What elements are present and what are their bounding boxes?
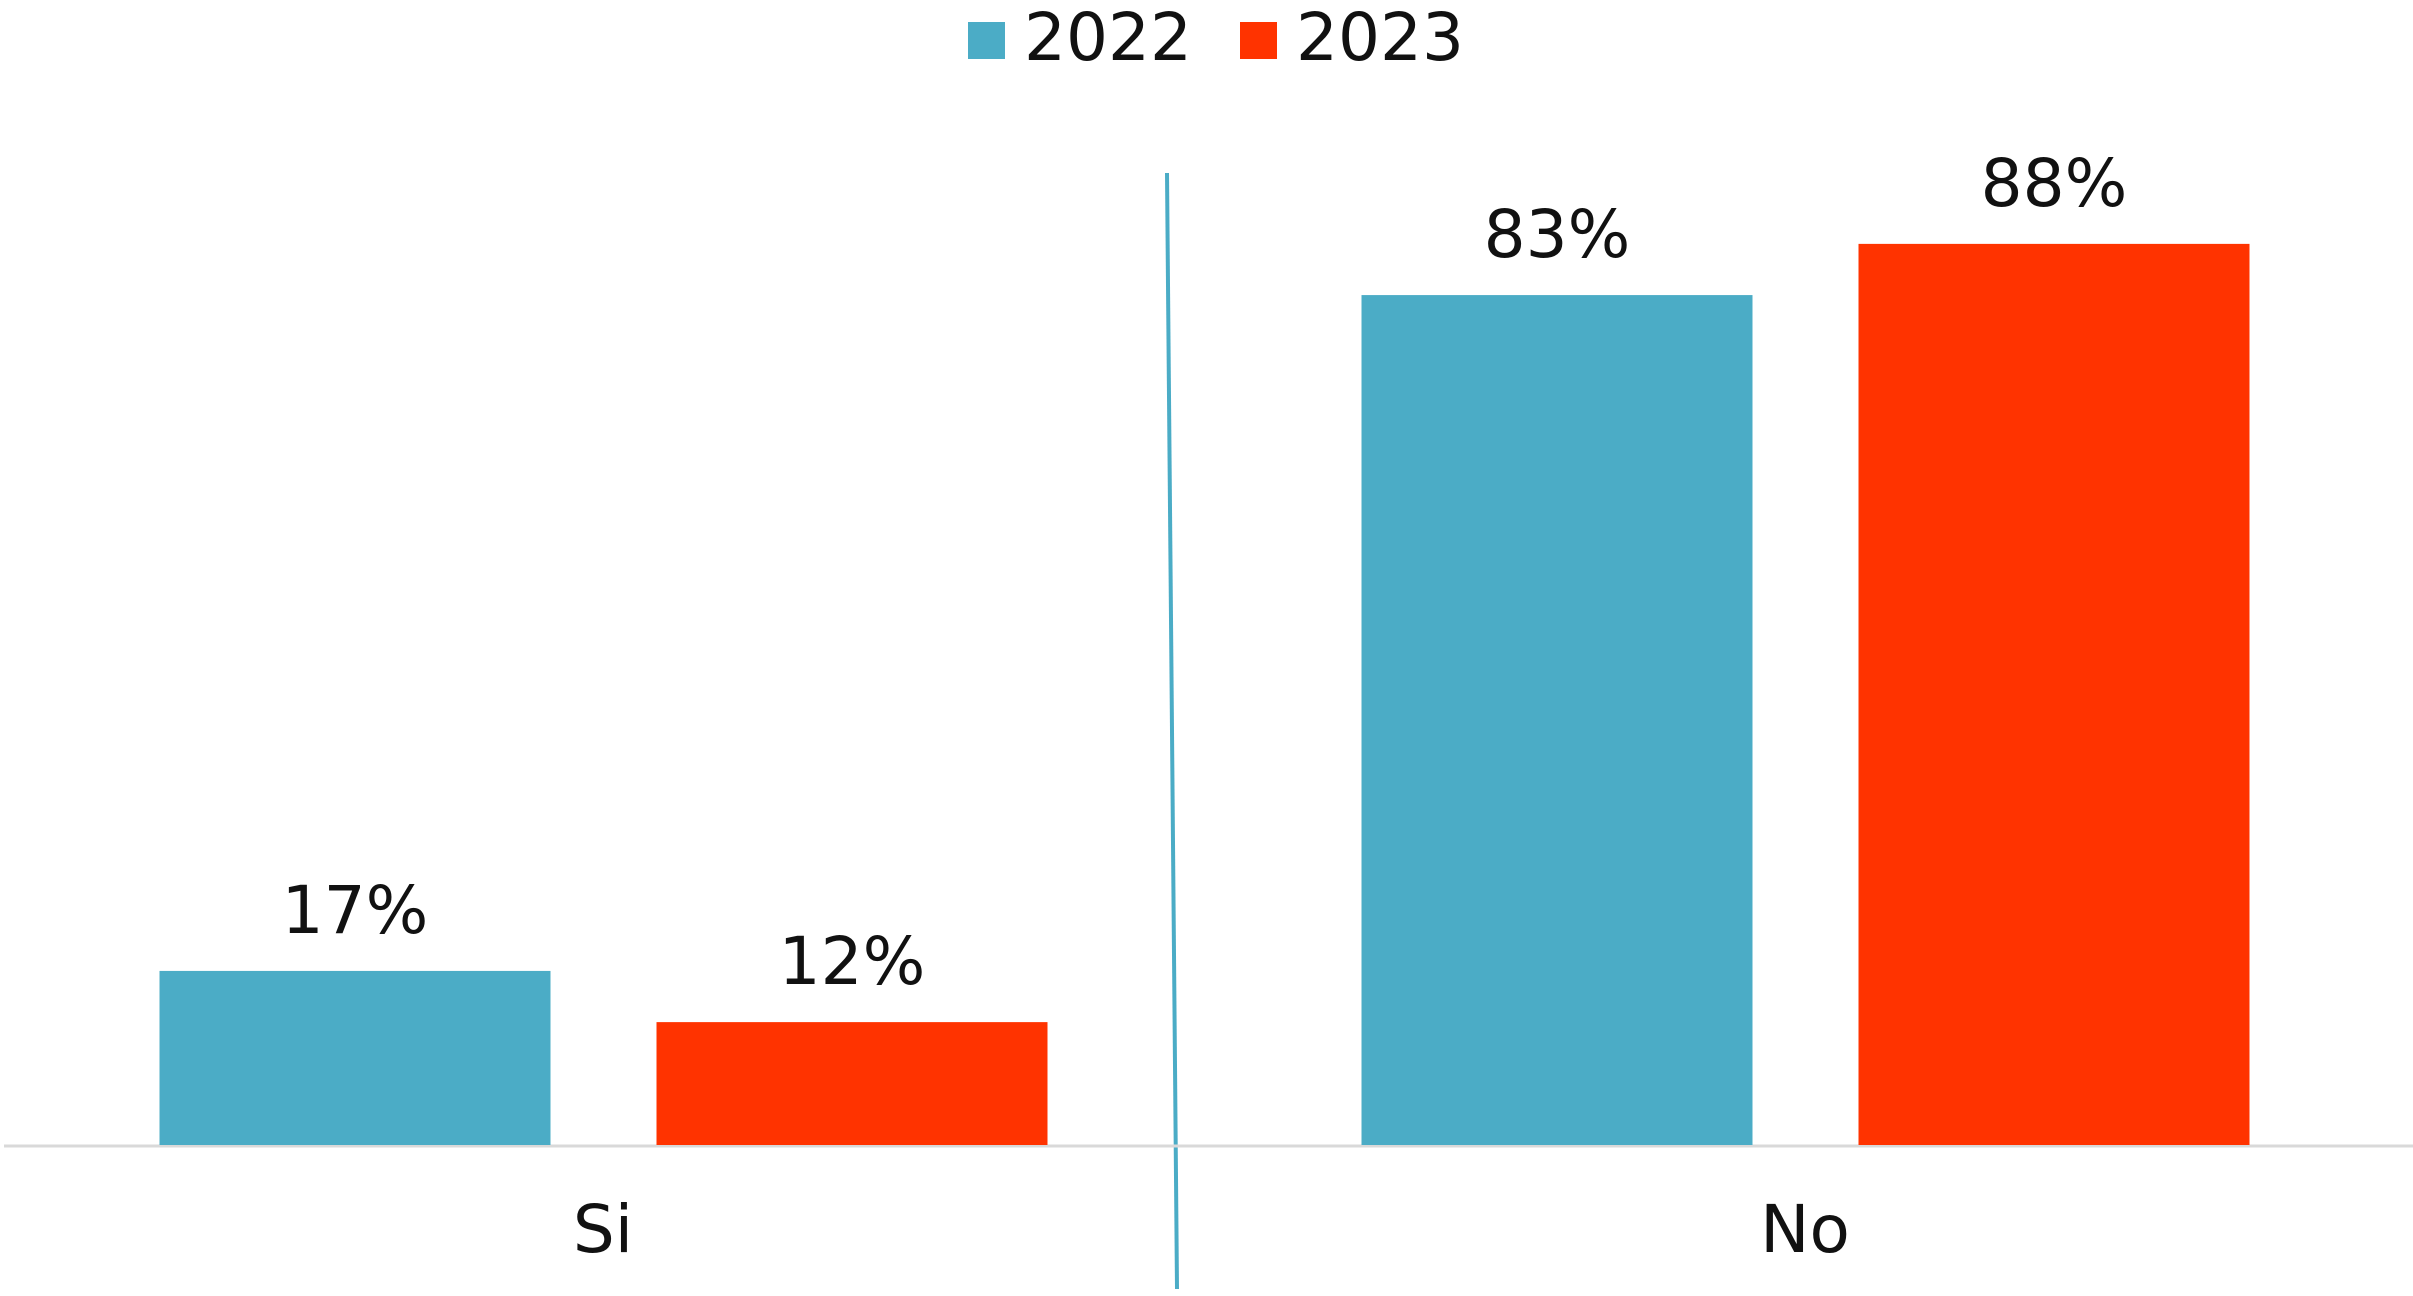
- legend-label: 2023: [1296, 0, 1464, 76]
- data-label: 12%: [779, 923, 926, 1000]
- bar: [1361, 295, 1753, 1146]
- data-label: 88%: [1981, 145, 2128, 222]
- data-label: 17%: [282, 872, 429, 949]
- legend-label: 2022: [1024, 0, 1192, 76]
- legend-swatch: [1240, 22, 1277, 59]
- x-tick-label: No: [1760, 1191, 1850, 1268]
- bar: [159, 970, 551, 1145]
- bar: [1858, 243, 2250, 1145]
- legend-swatch: [968, 22, 1005, 59]
- bar: [656, 1022, 1048, 1145]
- divider: [1165, 172, 1179, 1290]
- data-label: 83%: [1484, 196, 1631, 273]
- x-tick-label: Si: [573, 1191, 633, 1268]
